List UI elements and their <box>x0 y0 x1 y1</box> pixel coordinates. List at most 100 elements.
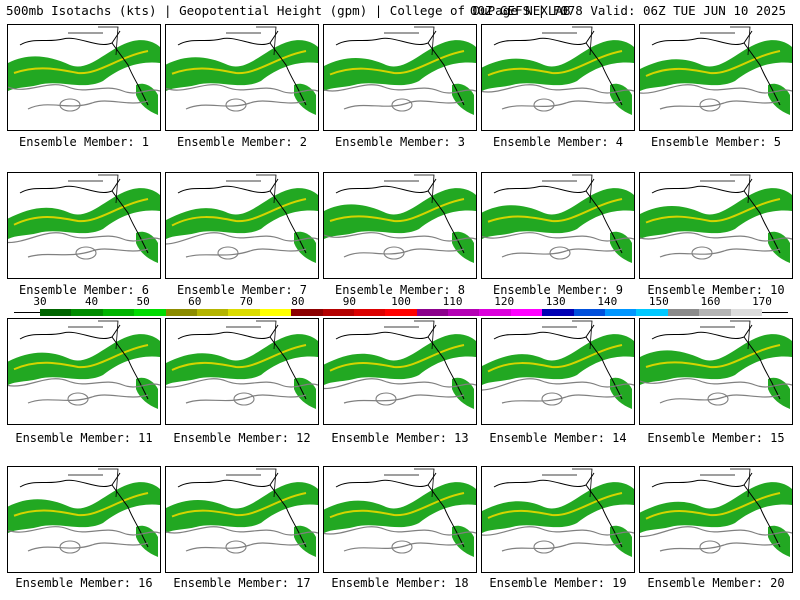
border-line <box>226 320 277 350</box>
jet-stream-fill <box>640 40 792 91</box>
height-contour <box>482 84 634 94</box>
jet-stream-fill <box>482 40 634 91</box>
map-graphic <box>324 26 476 115</box>
colorbar-swatch <box>165 309 198 316</box>
height-contour <box>343 248 465 258</box>
border-line <box>542 320 593 350</box>
coastline <box>19 30 149 106</box>
jet-stream-fill <box>640 334 792 385</box>
height-contour <box>324 232 476 242</box>
colorbar-swatch <box>448 309 480 316</box>
height-contour <box>501 248 623 258</box>
border-line <box>68 320 119 350</box>
colorbar-swatch <box>102 309 135 316</box>
jet-stream-fill <box>166 482 318 533</box>
height-contour-closed <box>233 392 255 406</box>
coastline <box>335 30 465 106</box>
ensemble-map-panel <box>7 466 161 573</box>
height-contour-closed <box>707 392 729 406</box>
height-contour <box>324 526 476 536</box>
height-contour <box>324 378 476 390</box>
height-contour-closed <box>67 392 89 406</box>
ensemble-map-panel <box>639 318 793 425</box>
height-contour-closed <box>225 540 247 554</box>
height-contour-closed <box>383 246 405 260</box>
height-contour <box>640 526 792 538</box>
height-contour <box>8 232 160 244</box>
map-graphic <box>8 26 160 115</box>
colorbar-swatch <box>667 309 700 316</box>
map-graphic <box>166 174 318 263</box>
height-contour <box>185 100 307 110</box>
coastline <box>177 30 307 106</box>
ensemble-map-panel <box>639 24 793 131</box>
border-line <box>68 174 119 204</box>
height-contour-closed <box>699 98 721 112</box>
colorbar-swatch <box>542 309 575 316</box>
height-contour <box>27 542 149 552</box>
colorbar-swatch <box>479 309 512 316</box>
colorbar-tick-label: 40 <box>84 295 99 308</box>
colorbar-swatch <box>71 309 104 316</box>
ensemble-map-panel <box>323 24 477 131</box>
height-contour <box>501 394 623 404</box>
map-graphic <box>482 468 634 557</box>
colorbar-swatch <box>730 309 763 316</box>
ensemble-map-panel <box>7 24 161 131</box>
colorbar-tick-label: 50 <box>136 295 150 308</box>
height-contour-closed <box>217 246 239 260</box>
height-contour <box>640 84 792 94</box>
height-contour <box>27 248 149 258</box>
height-contour <box>166 232 318 245</box>
coastline <box>493 178 623 254</box>
colorbar-tick-label: 100 <box>391 295 411 308</box>
jet-stream-fill <box>8 334 160 385</box>
height-contour <box>185 394 307 404</box>
border-line <box>384 320 435 350</box>
height-contour <box>659 542 781 552</box>
map-graphic <box>324 468 476 557</box>
ensemble-map-panel <box>323 172 477 279</box>
coastline <box>177 324 307 400</box>
height-contour <box>659 248 781 258</box>
map-graphic <box>324 174 476 263</box>
coastline <box>335 324 465 400</box>
height-contour-closed <box>549 246 571 260</box>
ensemble-map-panel <box>639 466 793 573</box>
ensemble-member-label: Ensemble Member: 8 <box>334 283 466 297</box>
height-contour <box>8 84 160 94</box>
colorbar-swatch <box>510 309 543 316</box>
ensemble-map-panel <box>323 318 477 425</box>
header-run-info: 00Z GEFS | F078 Valid: 06Z TUE JUN 10 20… <box>469 3 786 18</box>
jet-stream-fill <box>8 188 160 239</box>
coastline <box>19 178 149 254</box>
jet-stream-fill <box>8 482 160 533</box>
ensemble-member-label: Ensemble Member: 13 <box>331 431 469 445</box>
ensemble-member-label: Ensemble Member: 6 <box>18 283 150 297</box>
colorbar-tick-label: 160 <box>700 295 721 308</box>
border-line <box>384 468 435 498</box>
map-graphic <box>640 320 792 409</box>
map-graphic <box>640 174 792 263</box>
height-contour-closed <box>391 540 413 554</box>
border-line <box>542 174 593 204</box>
height-contour-closed <box>375 392 397 406</box>
colorbar-swatch <box>322 309 355 316</box>
colorbar-swatch <box>259 309 292 316</box>
height-contour <box>185 542 307 552</box>
height-contour <box>501 542 623 552</box>
map-graphic <box>8 320 160 409</box>
colorbar-swatch <box>353 309 386 316</box>
height-contour <box>166 84 318 94</box>
height-contour <box>27 394 149 404</box>
ensemble-member-label: Ensemble Member: 2 <box>176 135 308 149</box>
colorbar-tick-label: 80 <box>291 295 305 308</box>
height-contour <box>8 378 160 388</box>
height-contour-closed <box>541 392 563 406</box>
height-contour-closed <box>691 246 713 260</box>
height-contour <box>166 378 318 388</box>
ensemble-member-label: Ensemble Member: 14 <box>489 431 627 445</box>
colorbar-swatch <box>40 309 72 316</box>
height-contour <box>343 100 465 110</box>
height-contour <box>659 394 781 404</box>
